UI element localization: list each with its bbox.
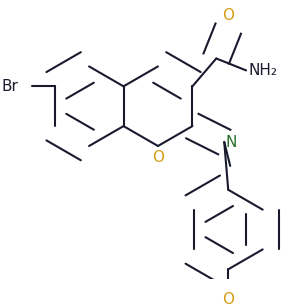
Text: NH₂: NH₂ bbox=[249, 63, 278, 78]
Text: Br: Br bbox=[1, 79, 18, 94]
Text: O: O bbox=[222, 8, 234, 23]
Text: O: O bbox=[152, 150, 164, 165]
Text: O: O bbox=[222, 292, 234, 306]
Text: N: N bbox=[226, 135, 237, 150]
